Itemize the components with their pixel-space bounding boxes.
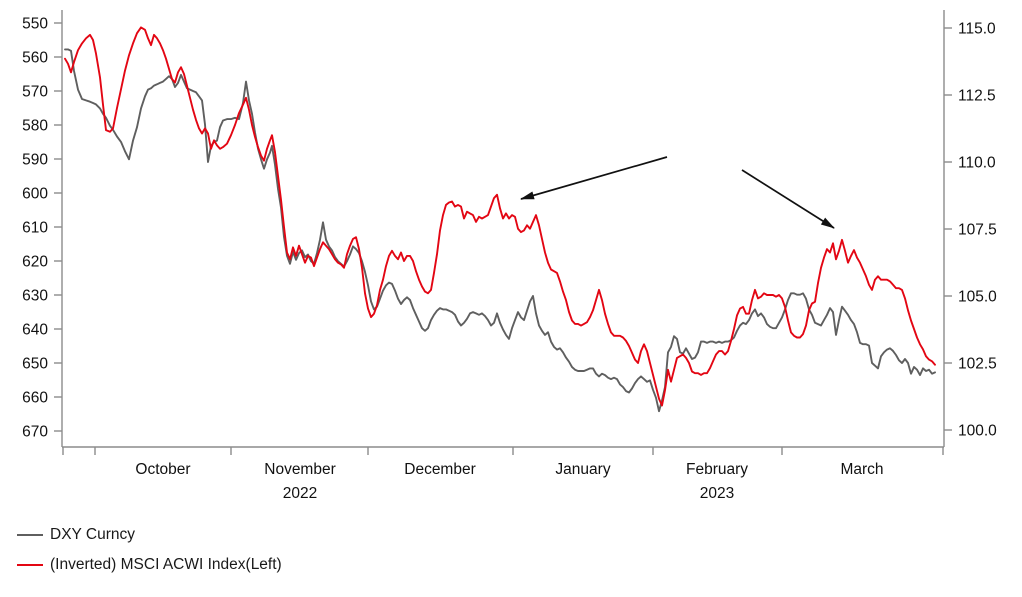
- left-axis-tick-label: 660: [22, 390, 48, 407]
- annotation-arrow: [520, 156, 668, 200]
- left-axis-tick-label: 600: [22, 186, 48, 203]
- right-axis-tick-label: 110.0: [958, 155, 996, 172]
- x-axis-month-label: March: [840, 461, 883, 478]
- annotation-arrow: [741, 169, 835, 229]
- left-axis-tick-label: 580: [22, 118, 48, 135]
- legend-label-msci: (Inverted) MSCI ACWI Index(Left): [50, 556, 282, 573]
- legend-line-swatch-gray: [17, 533, 43, 536]
- legend: DXY Curncy (Inverted) MSCI ACWI Index(Le…: [17, 524, 282, 575]
- x-axis-month-label: November: [264, 461, 336, 478]
- left-axis-tick-label: 590: [22, 152, 48, 169]
- axes: 550 560 570 580 590 600 610 620 630 640 650 660 670 1…: [22, 10, 997, 502]
- right-axis-tick-label: 107.5: [958, 222, 997, 239]
- left-axis-tick-label: 640: [22, 322, 48, 339]
- x-axis-month-label: February: [686, 461, 748, 478]
- x-axis-month-label: December: [404, 461, 476, 478]
- right-axis-tick-label: 105.0: [958, 289, 997, 306]
- right-axis-tick-label: 112.5: [958, 88, 996, 105]
- left-axis-tick-label: 620: [22, 254, 48, 271]
- left-axis-tick-label: 610: [22, 220, 48, 237]
- x-axis-month-label: January: [555, 461, 610, 478]
- right-axis-tick-label: 102.5: [958, 356, 997, 373]
- left-axis-tick-label: 550: [22, 16, 48, 33]
- left-axis-tick-label: 560: [22, 50, 48, 67]
- left-axis-tick-label: 650: [22, 356, 48, 373]
- legend-item-dxy: DXY Curncy: [17, 524, 282, 545]
- x-axis-year-label: 2022: [283, 485, 317, 502]
- series-line-msci: [64, 26, 936, 407]
- x-axis-year-label: 2023: [700, 485, 734, 502]
- legend-item-msci: (Inverted) MSCI ACWI Index(Left): [17, 554, 282, 575]
- legend-line-swatch-red: [17, 563, 43, 566]
- series-line-dxy: [64, 48, 936, 413]
- left-axis-tick-label: 630: [22, 288, 48, 305]
- x-axis-month-label: October: [135, 461, 190, 478]
- left-axis-tick-label: 670: [22, 424, 48, 441]
- left-axis-tick-label: 570: [22, 84, 48, 101]
- annotation-arrows: [520, 156, 835, 229]
- right-axis-tick-label: 100.0: [958, 423, 997, 440]
- right-axis-tick-label: 115.0: [958, 21, 996, 38]
- series-lines: [64, 26, 936, 413]
- legend-label-dxy: DXY Curncy: [50, 526, 135, 543]
